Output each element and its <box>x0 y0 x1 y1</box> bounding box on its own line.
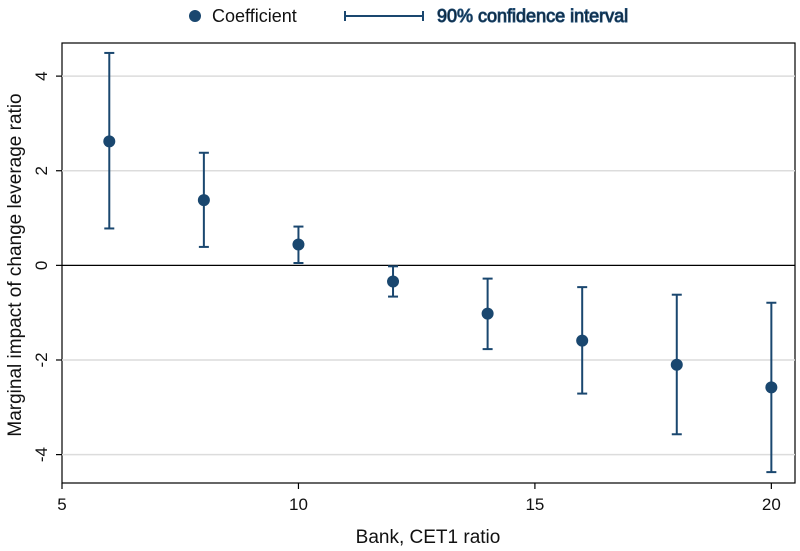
legend-coefficient-marker <box>189 10 201 22</box>
y-tick-label: 0 <box>32 261 51 270</box>
y-tick-label: 2 <box>32 166 51 175</box>
gridlines <box>62 75 795 456</box>
coefficient-point <box>292 238 305 251</box>
coefficient-points <box>103 135 778 394</box>
coefficient-point <box>576 334 589 347</box>
confidence-intervals <box>104 51 777 474</box>
x-tick-label: 5 <box>57 495 66 514</box>
y-axis: -4 -2 0 2 4 <box>32 71 62 462</box>
coefficient-point <box>103 135 116 148</box>
x-axis-title: Bank, CET1 ratio <box>356 527 501 548</box>
legend-ci-symbol <box>344 11 424 21</box>
y-tick-label: 4 <box>32 71 51 80</box>
y-axis-title: Marginal impact of change leverage ratio <box>5 93 26 436</box>
coefficient-point <box>765 381 778 394</box>
legend-coefficient-label: Coefficient <box>212 6 297 26</box>
x-tick-label: 15 <box>525 495 544 514</box>
coefficient-point <box>481 307 494 320</box>
y-tick-label: -2 <box>32 352 51 367</box>
coefficient-point <box>197 194 210 207</box>
legend-ci-label: 90% confidence interval <box>437 6 628 26</box>
coefficient-point <box>670 358 683 371</box>
legend: Coefficient 90% confidence interval <box>189 6 629 27</box>
coefficient-point <box>387 275 400 288</box>
x-axis: 5 10 15 20 <box>57 483 781 514</box>
x-tick-label: 20 <box>762 495 781 514</box>
x-tick-label: 10 <box>289 495 308 514</box>
plot-frame <box>61 42 796 484</box>
y-tick-label: -4 <box>32 447 51 462</box>
